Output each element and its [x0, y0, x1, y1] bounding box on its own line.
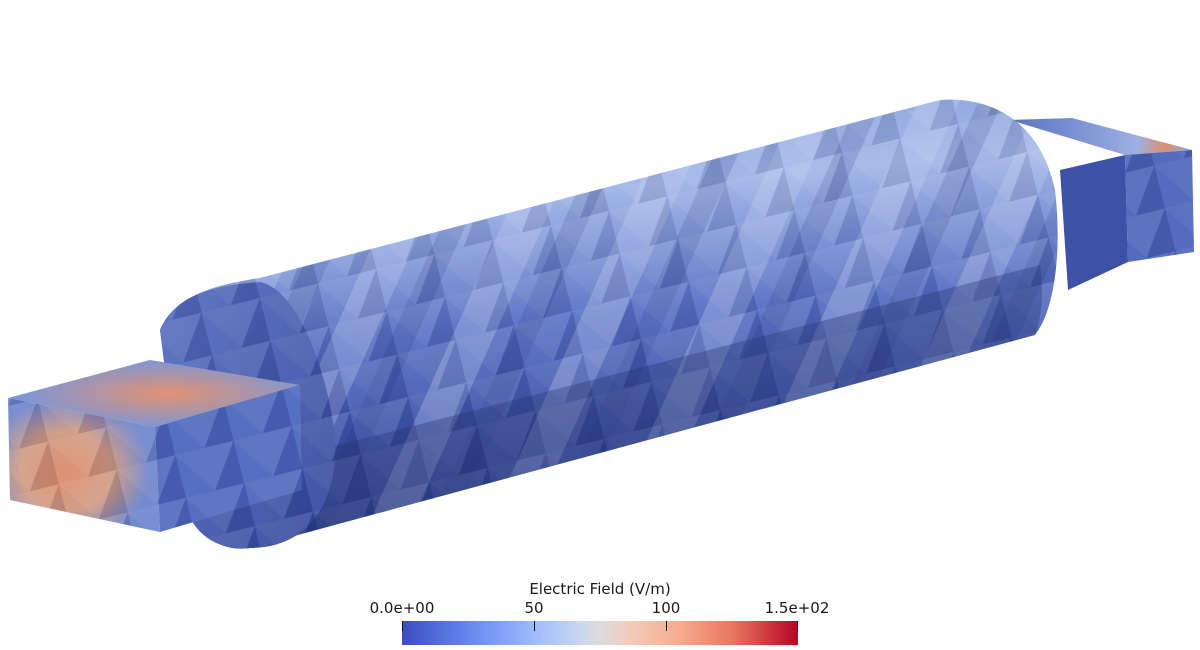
- legend-title: Electric Field (V/m): [529, 580, 671, 598]
- cylinder-body: [160, 99, 1058, 549]
- legend-tick-100: 100: [651, 599, 681, 617]
- color-legend: Electric Field (V/m) 0.0e+00 50 100 1.5e…: [0, 575, 1200, 650]
- legend-tick-mark: [534, 621, 535, 631]
- render-viewport[interactable]: [0, 0, 1200, 575]
- legend-tick-mark: [797, 621, 798, 631]
- legend-tick-min: 0.0e+00: [369, 599, 435, 617]
- legend-tick-mark: [666, 621, 667, 631]
- legend-tick-mark: [402, 621, 403, 631]
- left-end-rod: [8, 360, 302, 532]
- right-end-rod: [1010, 118, 1194, 290]
- colormap-bar: [402, 621, 798, 645]
- field-render: [8, 99, 1194, 549]
- legend-tick-50: 50: [524, 599, 544, 617]
- legend-tick-max: 1.5e+02: [764, 599, 830, 617]
